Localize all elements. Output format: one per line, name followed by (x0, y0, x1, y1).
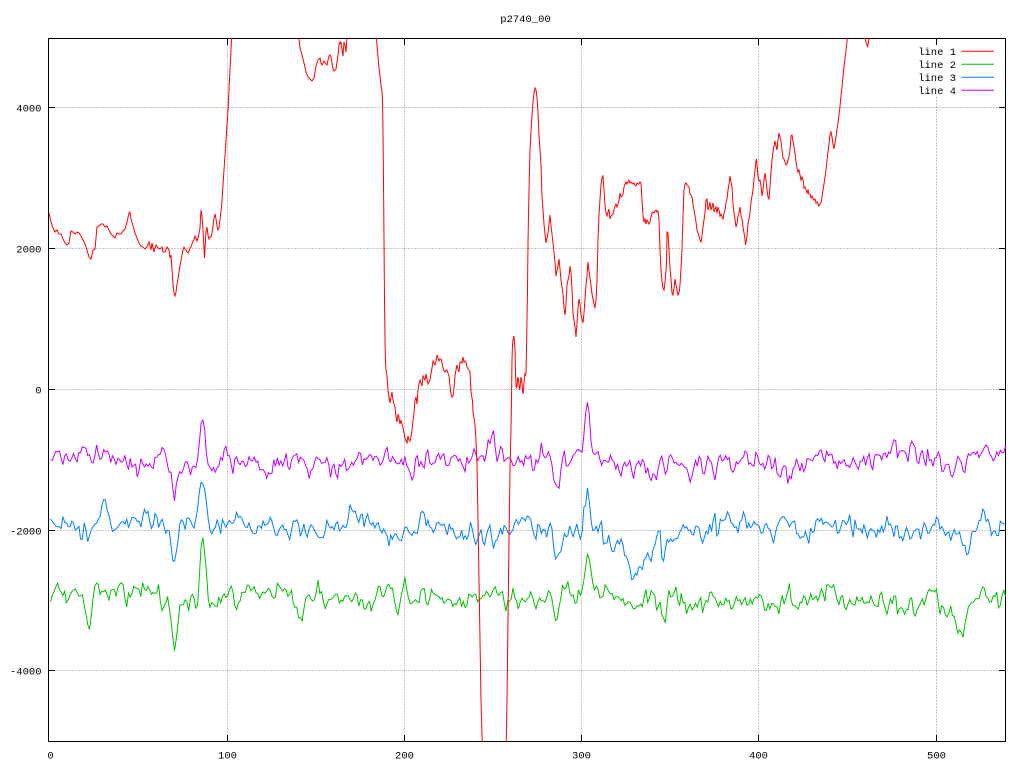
svg-text:-2000: -2000 (10, 527, 42, 539)
svg-text:line 4: line 4 (918, 86, 956, 98)
svg-text:300: 300 (572, 751, 591, 763)
svg-text:100: 100 (218, 751, 237, 763)
svg-text:-4000: -4000 (10, 667, 42, 679)
svg-text:line 3: line 3 (918, 73, 956, 85)
svg-text:p2740_00: p2740_00 (500, 14, 550, 26)
svg-text:200: 200 (395, 751, 414, 763)
svg-text:0: 0 (47, 751, 53, 763)
svg-text:line 2: line 2 (918, 60, 956, 72)
svg-text:0: 0 (35, 386, 41, 398)
svg-text:2000: 2000 (16, 245, 41, 257)
svg-text:500: 500 (927, 751, 946, 763)
svg-text:line 1: line 1 (918, 47, 956, 59)
svg-text:4000: 4000 (16, 104, 41, 116)
svg-text:400: 400 (749, 751, 768, 763)
